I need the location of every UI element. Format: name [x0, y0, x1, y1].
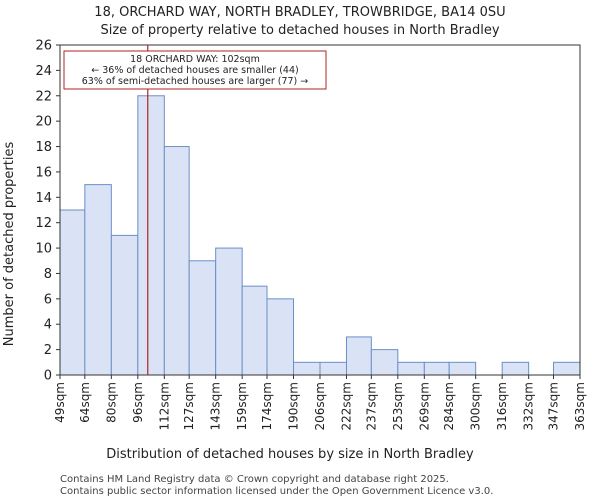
- x-tick-label: 143sqm: [209, 382, 223, 430]
- x-tick-label: 363sqm: [573, 382, 587, 430]
- x-tick-label: 347sqm: [547, 382, 561, 430]
- x-tick-label: 253sqm: [391, 382, 405, 430]
- histogram-bar: [397, 361, 425, 376]
- x-tick-label: 64sqm: [78, 382, 92, 423]
- x-axis-label: Distribution of detached houses by size …: [106, 447, 474, 462]
- x-tick-label: 80sqm: [104, 382, 118, 423]
- y-tick-label: 6: [44, 292, 52, 307]
- histogram-bar: [370, 349, 399, 376]
- footer-line-2: Contains public sector information licen…: [60, 486, 493, 497]
- y-tick-label: 10: [35, 242, 52, 257]
- x-tick-label: 332sqm: [522, 382, 536, 430]
- y-tick-label: 8: [44, 267, 52, 282]
- annotation-border: [63, 50, 327, 90]
- y-tick-label: 18: [35, 140, 52, 155]
- histogram-bar: [215, 247, 243, 376]
- histogram-bar: [84, 184, 112, 376]
- annotation-box: 18 ORCHARD WAY: 102sqm ← 36% of detached…: [63, 50, 327, 90]
- x-tick-label: 159sqm: [235, 382, 249, 430]
- histogram-bar: [137, 95, 165, 376]
- annotation-line-1: 18 ORCHARD WAY: 102sqm: [130, 54, 260, 65]
- histogram-bar: [241, 285, 268, 376]
- y-tick-label: 14: [35, 191, 52, 206]
- histogram-bar: [59, 209, 86, 376]
- x-tick-label: 190sqm: [287, 382, 301, 430]
- histogram-bar: [293, 361, 321, 376]
- histogram-bar: [266, 298, 295, 376]
- y-tick-label: 12: [35, 216, 52, 231]
- chart-title-line-2: Size of property relative to detached ho…: [100, 23, 499, 38]
- x-tick-label: 174sqm: [260, 382, 274, 430]
- x-tick-label: 237sqm: [364, 382, 378, 430]
- y-axis-label: Number of detached properties: [2, 142, 17, 347]
- histogram-bar: [188, 260, 217, 376]
- y-tick-label: 20: [35, 115, 52, 130]
- histogram-bar: [110, 234, 139, 376]
- histogram-bar: [345, 336, 372, 376]
- y-tick-label: 4: [44, 318, 52, 333]
- histogram-bar: [319, 361, 347, 376]
- histogram-bar: [423, 361, 450, 376]
- bars-group: [59, 95, 581, 376]
- histogram-bar: [448, 361, 477, 376]
- x-tick-label: 222sqm: [339, 382, 353, 430]
- x-tick-label: 316sqm: [495, 382, 509, 430]
- histogram-bar: [501, 361, 530, 376]
- x-tick-label: 127sqm: [182, 382, 196, 430]
- plot-frame: [59, 44, 581, 376]
- x-tick-label: 96sqm: [131, 382, 145, 423]
- histogram-bar: [553, 361, 581, 376]
- annotation-line-3: 63% of semi-detached houses are larger (…: [82, 76, 309, 87]
- x-tick-label: 49sqm: [53, 382, 67, 423]
- x-tick-label: 284sqm: [442, 382, 456, 430]
- y-tick-label: 0: [44, 369, 52, 384]
- x-tick-label: 206sqm: [313, 382, 327, 430]
- y-tick-label: 2: [44, 343, 52, 358]
- x-tick-label: 112sqm: [157, 382, 171, 430]
- footer-line-1: Contains HM Land Registry data © Crown c…: [60, 474, 449, 485]
- x-axis: 49sqm 64sqm 80sqm 96sqm 112sqm 127sqm 143sqm 15…: [53, 375, 587, 430]
- x-tick-label: 269sqm: [417, 382, 431, 430]
- y-tick-label: 22: [35, 89, 52, 104]
- chart-title-line-1: 18, ORCHARD WAY, NORTH BRADLEY, TROWBRID…: [94, 5, 505, 20]
- x-tick-label: 300sqm: [469, 382, 483, 430]
- y-tick-label: 24: [35, 64, 52, 79]
- y-tick-label: 26: [35, 39, 52, 54]
- y-tick-label: 16: [35, 165, 52, 180]
- histogram-bar: [163, 146, 190, 376]
- annotation-line-2: ← 36% of detached houses are smaller (44…: [91, 65, 298, 76]
